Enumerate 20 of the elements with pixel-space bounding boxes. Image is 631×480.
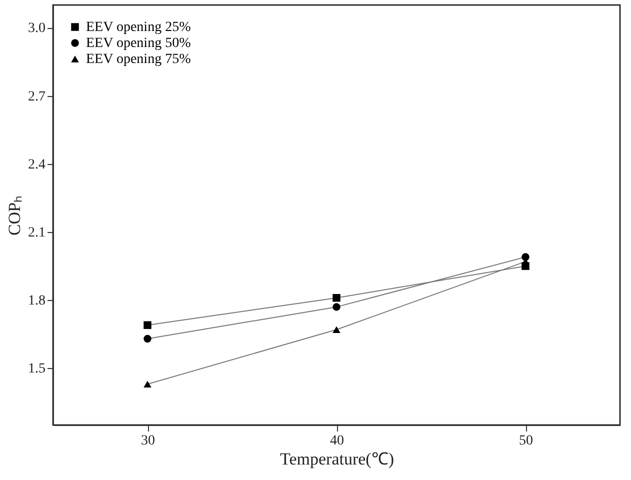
point <box>144 380 152 388</box>
x-axis-title: Temperature(℃) <box>280 450 394 468</box>
x-tick-label: 30 <box>141 434 155 448</box>
x-tick-label: 50 <box>519 434 533 448</box>
x-tick-label: 40 <box>330 434 344 448</box>
y-tick-label: 1.8 <box>28 294 46 309</box>
y-tick-label: 1.5 <box>28 362 46 377</box>
point <box>332 303 340 311</box>
point <box>144 334 152 343</box>
legend-label: EEV opening 75% <box>86 52 192 67</box>
y-tick-label: 2.7 <box>28 89 46 104</box>
y-tick-label: 3.0 <box>28 21 46 36</box>
point <box>144 321 152 329</box>
y-tick-label: 2.1 <box>28 226 46 241</box>
point <box>332 294 340 302</box>
point <box>332 326 340 334</box>
y-tick-label: 2.4 <box>28 157 46 172</box>
y-axis-title: COPₕ <box>5 195 24 236</box>
legend-label: EEV opening 50% <box>86 36 192 51</box>
legend-label: EEV opening 25% <box>86 20 192 35</box>
